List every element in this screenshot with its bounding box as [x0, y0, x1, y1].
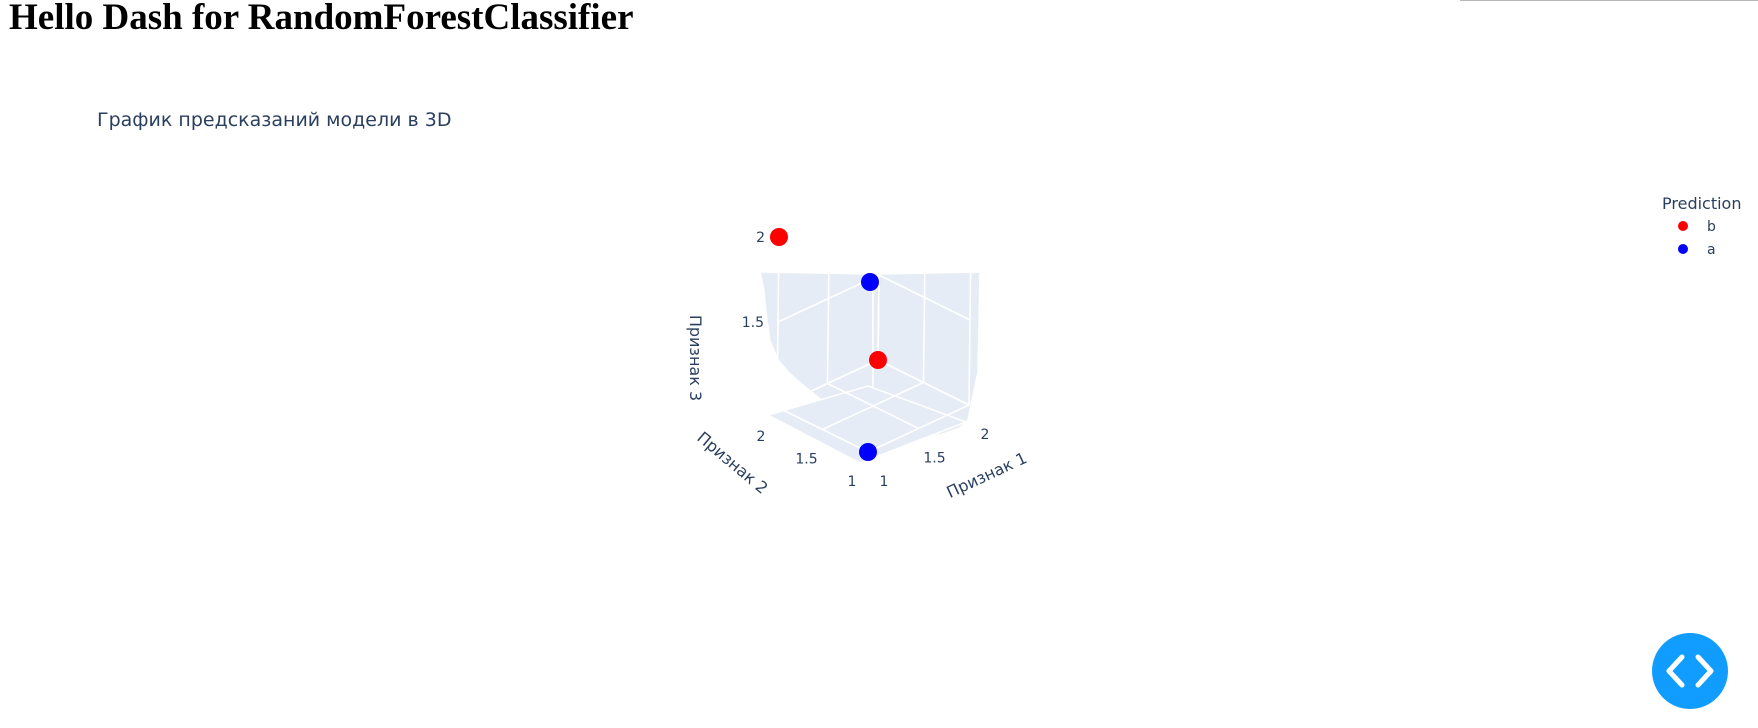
data-point-b[interactable] — [770, 228, 788, 246]
data-points — [770, 228, 887, 461]
scene-panes — [759, 271, 981, 464]
z-axis-title: Признак 3 — [686, 315, 705, 401]
grid-line — [778, 189, 881, 238]
legend-label-a: a — [1707, 242, 1716, 258]
x-axis-title: Признак 1 — [944, 448, 1030, 502]
z-tick-label: 1.5 — [742, 315, 764, 331]
page-title: Hello Dash for RandomForestClassifier — [9, 0, 634, 38]
grid-line — [776, 359, 879, 408]
code-icon — [1666, 654, 1714, 688]
legend-item-a[interactable]: a — [1678, 242, 1716, 258]
data-point-a[interactable] — [859, 443, 877, 461]
x-tick-label: 1 — [880, 474, 889, 490]
legend[interactable]: Prediction b a — [1662, 194, 1741, 258]
legend-item-b[interactable]: b — [1678, 219, 1716, 235]
grid-line — [877, 359, 970, 406]
data-point-a[interactable] — [861, 273, 879, 291]
legend-marker-b — [1678, 221, 1688, 231]
legend-title: Prediction — [1662, 194, 1741, 213]
grid-line — [877, 189, 881, 361]
tick-labels: 1 1.5 2 1 1.5 2 1.5 2 — [742, 230, 990, 490]
top-right-bar — [1460, 0, 1758, 1]
x-tick-label: 1.5 — [923, 451, 945, 467]
y-tick-label: 1 — [848, 474, 857, 490]
y-tick-label: 2 — [757, 429, 766, 445]
grid-line — [878, 274, 971, 321]
grid-line — [879, 189, 972, 236]
code-button[interactable] — [1652, 633, 1728, 709]
grid-line — [822, 381, 924, 431]
legend-label-b: b — [1707, 219, 1716, 235]
z-tick-label: 2 — [756, 230, 765, 246]
legend-marker-a — [1678, 244, 1688, 254]
floor — [765, 385, 969, 464]
y-tick-label: 1.5 — [795, 452, 817, 468]
data-point-b[interactable] — [869, 351, 887, 369]
x-tick-label: 2 — [981, 427, 990, 443]
grid-lines — [776, 189, 972, 453]
chart-title: График предсказаний модели в 3D — [97, 109, 451, 131]
